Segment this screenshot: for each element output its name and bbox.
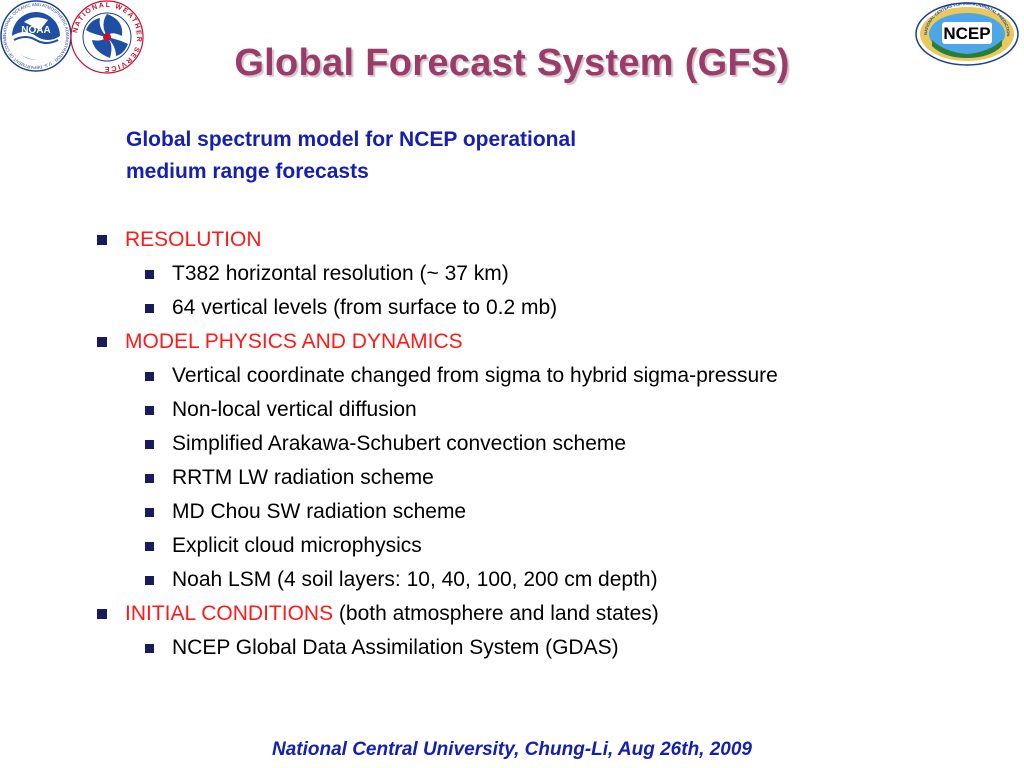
slide-subtitle: Global spectrum model for NCEP operation…: [126, 124, 826, 188]
list-item: Vertical coordinate changed from sigma t…: [0, 359, 1024, 393]
square-bullet-icon: [145, 372, 154, 381]
heading-suffix: (both atmosphere and land states): [333, 602, 659, 625]
list-item-text: Simplified Arakawa-Schubert convection s…: [172, 432, 627, 455]
list-item: 64 vertical levels (from surface to 0.2 …: [0, 291, 1024, 325]
square-bullet-icon: [145, 440, 154, 449]
square-bullet-icon: [145, 576, 154, 585]
list-item-text: Noah LSM (4 soil layers: 10, 40, 100, 20…: [172, 568, 658, 591]
ncep-logo: NATIONAL CENTERS FOR ENVIRONMENTAL PREDI…: [915, 1, 1019, 66]
square-bullet-icon: [145, 406, 154, 415]
slide-title: Global Forecast System (GFS): [234, 42, 790, 84]
list-item-text: RRTM LW radiation scheme: [172, 466, 434, 489]
list-item-text: 64 vertical levels (from surface to 0.2 …: [172, 296, 558, 319]
list-item: Noah LSM (4 soil layers: 10, 40, 100, 20…: [0, 563, 1024, 597]
subtitle-line-1: Global spectrum model for NCEP operation…: [126, 128, 577, 151]
square-bullet-icon: [97, 609, 107, 619]
section-heading-model-physics: MODEL PHYSICS AND DYNAMICS: [0, 325, 1024, 359]
list-item-text: T382 horizontal resolution (~ 37 km): [172, 262, 509, 285]
list-item-text: Explicit cloud microphysics: [172, 534, 422, 557]
list-item: NCEP Global Data Assimilation System (GD…: [0, 631, 1024, 665]
heading-text: MODEL PHYSICS AND DYNAMICS: [125, 330, 463, 353]
bullet-list: RESOLUTION T382 horizontal resolution (~…: [0, 223, 1024, 665]
list-item: Explicit cloud microphysics: [0, 529, 1024, 563]
square-bullet-icon: [145, 474, 154, 483]
list-item: MD Chou SW radiation scheme: [0, 495, 1024, 529]
square-bullet-icon: [145, 270, 154, 279]
section-heading-resolution: RESOLUTION: [0, 223, 1024, 257]
subtitle-line-2: medium range forecasts: [126, 160, 369, 183]
list-item-text: MD Chou SW radiation scheme: [172, 500, 467, 523]
nws-logo: NATIONAL WEATHER SERVICE: [70, 0, 144, 74]
list-item: Non-local vertical diffusion: [0, 393, 1024, 427]
slide-footer: National Central University, Chung-Li, A…: [271, 739, 752, 760]
list-item-text: Non-local vertical diffusion: [172, 398, 417, 421]
heading-text: RESOLUTION: [125, 228, 262, 251]
section-heading-initial-conditions: INITIAL CONDITIONS (both atmosphere and …: [0, 597, 1024, 631]
list-item-text: Vertical coordinate changed from sigma t…: [172, 364, 778, 387]
list-item-text: NCEP Global Data Assimilation System (GD…: [172, 636, 619, 659]
square-bullet-icon: [145, 508, 154, 517]
list-item: Simplified Arakawa-Schubert convection s…: [0, 427, 1024, 461]
noaa-logo: NATIONAL OCEANIC AND ATMOSPHERIC ADMINIS…: [0, 0, 72, 72]
square-bullet-icon: [97, 337, 107, 347]
square-bullet-icon: [145, 644, 154, 653]
square-bullet-icon: [145, 542, 154, 551]
square-bullet-icon: [97, 235, 107, 245]
svg-text:NOAA: NOAA: [21, 25, 50, 36]
heading-text: INITIAL CONDITIONS: [125, 602, 334, 625]
list-item: RRTM LW radiation scheme: [0, 461, 1024, 495]
square-bullet-icon: [145, 304, 154, 313]
svg-text:NCEP: NCEP: [943, 24, 990, 43]
list-item: T382 horizontal resolution (~ 37 km): [0, 257, 1024, 291]
